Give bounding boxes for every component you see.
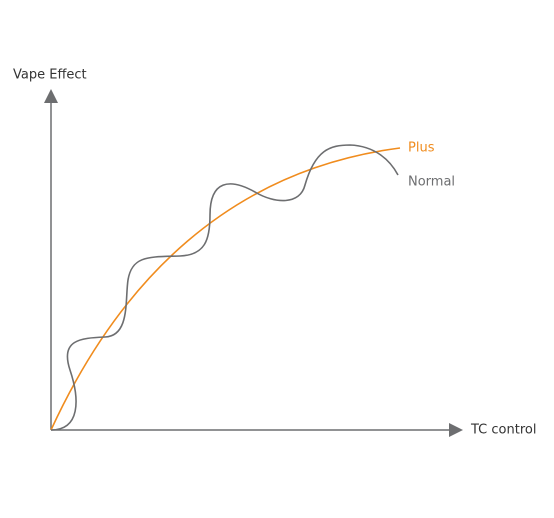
normal-label: Normal <box>408 175 455 190</box>
y-axis-arrow <box>44 89 58 103</box>
y-axis-label: Vape Effect <box>13 68 87 83</box>
plus-curve <box>50 147 401 431</box>
plus-label: Plus <box>408 141 435 156</box>
x-axis-arrow <box>449 423 463 437</box>
x-axis-label: TC control <box>470 423 536 438</box>
normal-curve <box>50 144 399 431</box>
